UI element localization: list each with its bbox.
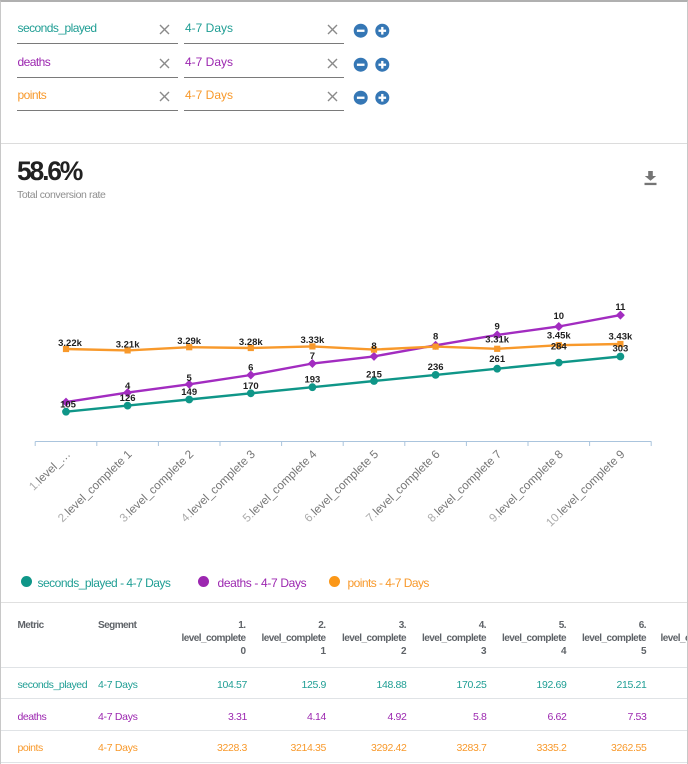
svg-text:3.43k: 3.43k [609, 332, 633, 343]
svg-text:8: 8 [371, 341, 376, 352]
svg-text:149: 149 [181, 387, 197, 398]
svg-text:215: 215 [366, 369, 383, 380]
svg-text:3.29k: 3.29k [177, 336, 201, 347]
svg-text:10: 10 [554, 311, 565, 322]
svg-text:7: 7 [310, 351, 315, 362]
svg-text:236: 236 [428, 362, 444, 373]
svg-text:3.22k: 3.22k [58, 338, 82, 349]
svg-text:3.31k: 3.31k [485, 335, 509, 346]
svg-text:3.33k: 3.33k [301, 335, 325, 346]
svg-text:3.21k: 3.21k [116, 340, 140, 351]
svg-text:3.28k: 3.28k [239, 337, 263, 348]
svg-text:303: 303 [612, 344, 628, 355]
svg-text:11: 11 [615, 302, 626, 313]
svg-text:170: 170 [243, 381, 259, 392]
svg-text:5: 5 [187, 373, 193, 384]
svg-text:284: 284 [551, 342, 568, 353]
svg-text:193: 193 [304, 375, 320, 386]
svg-text:3.45k: 3.45k [547, 331, 571, 342]
svg-text:105: 105 [60, 399, 77, 410]
svg-text:4: 4 [125, 381, 131, 392]
svg-text:9: 9 [495, 321, 500, 332]
svg-text:126: 126 [120, 393, 136, 404]
svg-text:261: 261 [489, 354, 506, 365]
svg-text:8: 8 [433, 332, 438, 343]
svg-text:1.level_…: 1.level_… [27, 448, 73, 493]
svg-text:6: 6 [248, 363, 253, 374]
